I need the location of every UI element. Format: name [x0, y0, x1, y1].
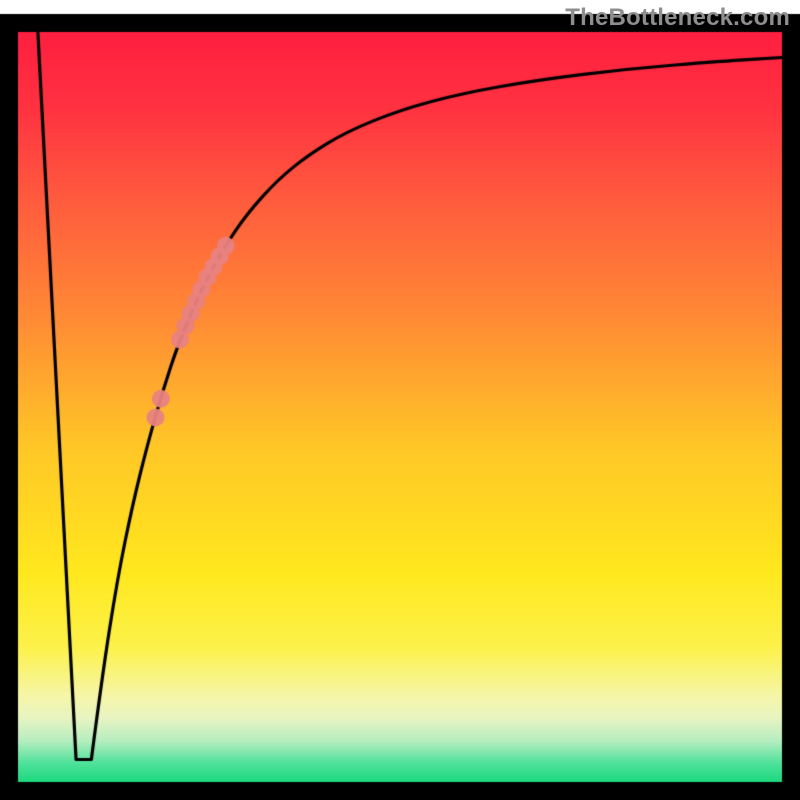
chart-container: TheBottleneck.com — [0, 0, 800, 800]
watermark-label: TheBottleneck.com — [565, 4, 790, 32]
bottleneck-curve-chart — [0, 0, 800, 800]
